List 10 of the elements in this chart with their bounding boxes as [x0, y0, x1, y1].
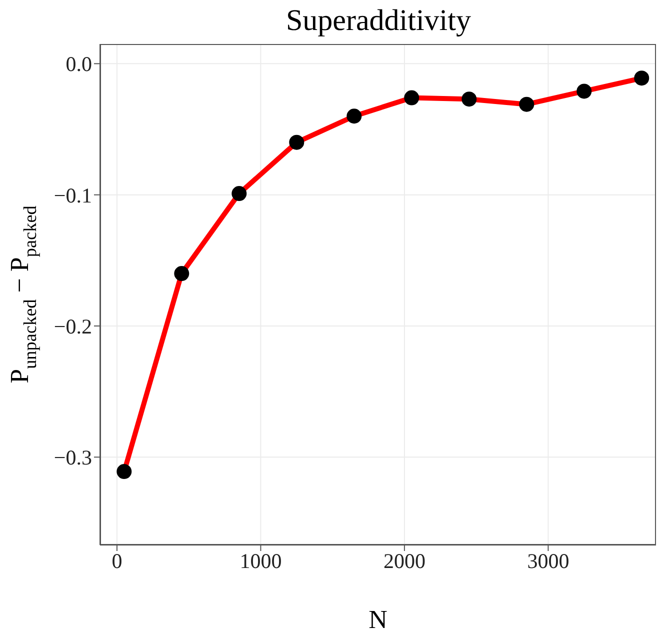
- y-tick-label: −0.2: [54, 314, 92, 338]
- x-axis-title: N: [368, 605, 388, 630]
- x-tick-label: 3000: [527, 548, 570, 573]
- x-tick-label: 2000: [383, 548, 426, 573]
- y-tick-label: −0.1: [54, 183, 92, 208]
- y-tick-label: 0.0: [66, 52, 92, 76]
- x-tick-label: 1000: [240, 548, 282, 573]
- x-tick-label: 0: [112, 548, 122, 573]
- chart-title: Superadditivity: [285, 4, 472, 38]
- y-tick-label: −0.3: [54, 446, 92, 470]
